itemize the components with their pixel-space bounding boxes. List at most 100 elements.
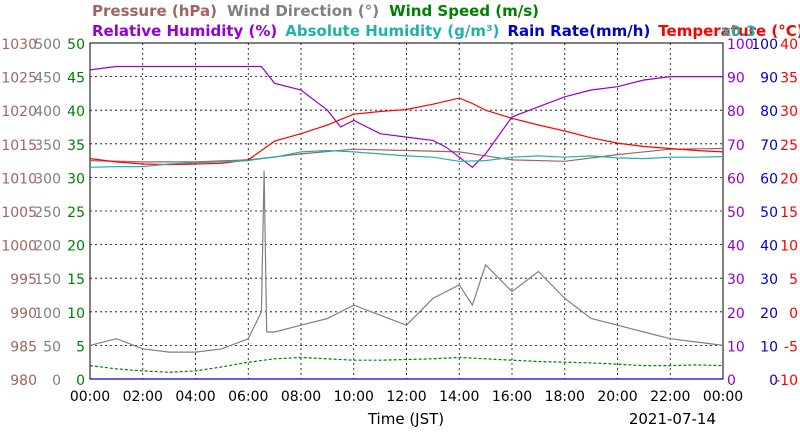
y-tick-label: 80 bbox=[760, 104, 778, 120]
series-line bbox=[89, 97, 724, 166]
y-tick-label: 5 bbox=[76, 339, 85, 355]
x-tick-label: 22:00 bbox=[650, 389, 690, 405]
y-tick-label: 50 bbox=[760, 205, 778, 221]
y-tick-label: 30 bbox=[67, 171, 85, 187]
title-item: Rain Rate(mm/h) bbox=[507, 22, 650, 40]
y-tick-label: 980 bbox=[10, 373, 37, 389]
title-row-1: Pressure (hPa) Wind Direction (°) Wind Spe… bbox=[92, 2, 539, 20]
rain-scale-note: x0.3 bbox=[722, 24, 756, 40]
y-tick-label: 250 bbox=[34, 205, 61, 221]
x-tick-label: 00:00 bbox=[70, 389, 110, 405]
y-tick-label: 200 bbox=[34, 239, 61, 255]
y-tick-label: 45 bbox=[67, 71, 85, 87]
y-tick-label: 350 bbox=[34, 138, 61, 154]
y-tick-label: 100 bbox=[727, 37, 754, 53]
y-tick-label: 995 bbox=[10, 272, 37, 288]
title-item: Pressure (hPa) bbox=[92, 2, 217, 20]
series-line bbox=[89, 149, 724, 168]
right-axes: 1009080706050403020100100908070605040302… bbox=[727, 37, 798, 389]
y-tick-label: 40 bbox=[760, 239, 778, 255]
y-tick-label: 25 bbox=[780, 138, 798, 154]
y-tick-label: 50 bbox=[727, 205, 745, 221]
y-tick-label: 70 bbox=[760, 138, 778, 154]
y-tick-label: 1025 bbox=[1, 71, 37, 87]
y-tick-label: 50 bbox=[43, 339, 61, 355]
title-item: Wind Direction (°) bbox=[227, 2, 379, 20]
y-tick-label: 10 bbox=[760, 339, 778, 355]
y-tick-label: 400 bbox=[34, 104, 61, 120]
x-tick-label: 12:00 bbox=[386, 389, 426, 405]
y-tick-label: 0 bbox=[769, 373, 778, 389]
x-tick-label: 16:00 bbox=[492, 389, 532, 405]
y-tick-label: 0 bbox=[52, 373, 61, 389]
y-tick-label: 20 bbox=[727, 306, 745, 322]
series-line bbox=[89, 170, 724, 353]
y-tick-label: 90 bbox=[727, 71, 745, 87]
y-tick-label: -10 bbox=[775, 373, 798, 389]
y-tick-label: 0 bbox=[789, 306, 798, 322]
y-tick-label: 0 bbox=[727, 373, 736, 389]
x-axis: 00:00 02:00 04:00 06:00 08:00 10:00 12:00 14:00… bbox=[70, 389, 743, 405]
y-tick-label: 60 bbox=[760, 171, 778, 187]
y-tick-label: 30 bbox=[780, 104, 798, 120]
y-tick-label: 100 bbox=[751, 37, 778, 53]
y-tick-label: 100 bbox=[34, 306, 61, 322]
y-tick-label: 5 bbox=[789, 272, 798, 288]
x-tick-label: 18:00 bbox=[545, 389, 585, 405]
x-tick-label: 06:00 bbox=[228, 389, 268, 405]
y-tick-label: 300 bbox=[34, 171, 61, 187]
y-tick-label: 990 bbox=[10, 306, 37, 322]
series-line bbox=[89, 356, 724, 373]
y-tick-label: 10 bbox=[727, 339, 745, 355]
y-tick-label: 1005 bbox=[1, 205, 37, 221]
y-tick-label: 1015 bbox=[1, 138, 37, 154]
y-tick-label: 450 bbox=[34, 71, 61, 87]
x-axis-label: Time (JST) bbox=[367, 410, 444, 428]
y-tick-label: 10 bbox=[780, 239, 798, 255]
y-tick-label: 15 bbox=[780, 205, 798, 221]
y-tick-label: 70 bbox=[727, 138, 745, 154]
title-item: Temperature (°C) bbox=[658, 22, 800, 40]
y-tick-label: 30 bbox=[727, 272, 745, 288]
y-tick-label: 30 bbox=[760, 272, 778, 288]
y-tick-label: 1000 bbox=[1, 239, 37, 255]
y-tick-label: 150 bbox=[34, 272, 61, 288]
y-tick-label: 20 bbox=[67, 239, 85, 255]
y-tick-label: 20 bbox=[780, 171, 798, 187]
series-line bbox=[89, 147, 724, 163]
x-tick-label: 00:00 bbox=[703, 389, 743, 405]
grid-lines bbox=[90, 43, 723, 379]
y-tick-label: 15 bbox=[67, 272, 85, 288]
x-tick-label: 08:00 bbox=[281, 389, 321, 405]
y-tick-label: 1020 bbox=[1, 104, 37, 120]
y-tick-label: 90 bbox=[760, 71, 778, 87]
y-tick-label: 40 bbox=[67, 104, 85, 120]
x-tick-label: 20:00 bbox=[597, 389, 637, 405]
y-tick-label: 0 bbox=[76, 373, 85, 389]
x-tick-label: 02:00 bbox=[123, 389, 163, 405]
title-row-2: Relative Humidity (%) Absolute Humidity (… bbox=[92, 22, 800, 40]
x-tick-label: 04:00 bbox=[175, 389, 215, 405]
y-tick-label: 40 bbox=[727, 239, 745, 255]
x-tick-label: 10:00 bbox=[334, 389, 374, 405]
y-tick-label: 40 bbox=[780, 37, 798, 53]
left-axes: 1030102510201015101010051000995990985980… bbox=[1, 37, 85, 389]
title-item: Absolute Humidity (g/m³) bbox=[285, 22, 499, 40]
y-tick-label: 35 bbox=[67, 138, 85, 154]
chart-date: 2021-07-14 bbox=[629, 410, 716, 428]
y-tick-label: 50 bbox=[67, 37, 85, 53]
x-tick-label: 14:00 bbox=[439, 389, 479, 405]
series-line bbox=[89, 65, 723, 169]
y-tick-label: 60 bbox=[727, 171, 745, 187]
y-tick-label: 985 bbox=[10, 339, 37, 355]
y-tick-label: 1030 bbox=[1, 37, 37, 53]
title-item: Wind Speed (m/s) bbox=[389, 2, 539, 20]
y-tick-label: 80 bbox=[727, 104, 745, 120]
y-tick-label: 35 bbox=[780, 71, 798, 87]
y-tick-label: 20 bbox=[760, 306, 778, 322]
series-layer bbox=[89, 65, 724, 380]
y-tick-label: -5 bbox=[784, 339, 798, 355]
y-tick-label: 25 bbox=[67, 205, 85, 221]
y-tick-label: 1010 bbox=[1, 171, 37, 187]
